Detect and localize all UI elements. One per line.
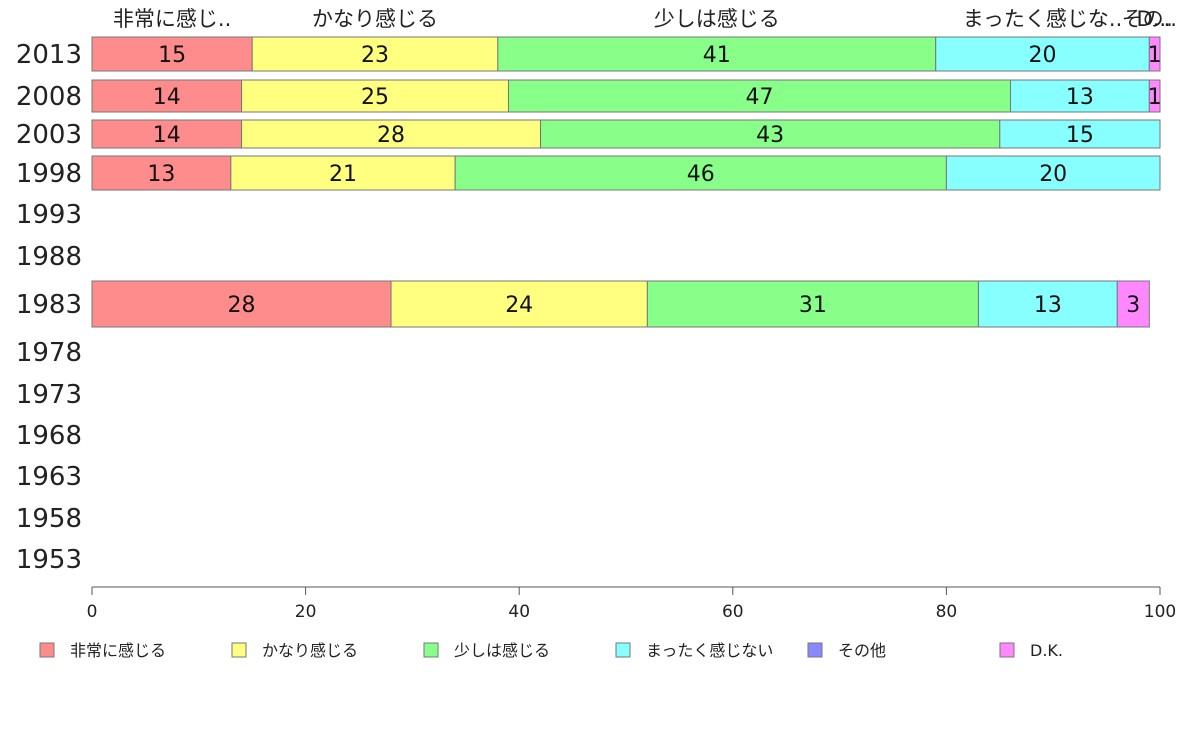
bar-segment-2013-1 xyxy=(251,36,499,72)
legend-label-2: 少しは感じる xyxy=(454,641,550,660)
bar-segment-1983-2 xyxy=(646,280,979,328)
year-label-1988: 1988 xyxy=(16,242,82,272)
bar-segment-2008-2 xyxy=(508,79,1011,113)
data-label-2008-0: 14 xyxy=(153,85,181,110)
bar-segment-2003-2 xyxy=(540,119,1001,149)
data-label-2008-3: 13 xyxy=(1066,85,1094,110)
data-label-2003-3: 15 xyxy=(1066,123,1094,148)
bar-segment-1998-2 xyxy=(454,155,947,191)
header-very-much: 非常に感じ.. xyxy=(113,7,231,31)
bar-segment-2013-2 xyxy=(497,36,937,72)
legend-label-5: D.K. xyxy=(1030,641,1063,660)
bar-segment-2013-5 xyxy=(1148,36,1161,72)
data-label-1983-3: 13 xyxy=(1034,293,1062,318)
legend-swatch-0 xyxy=(39,642,55,658)
bar-segment-1998-1 xyxy=(230,155,456,191)
x-tick-label-1: 20 xyxy=(295,602,317,622)
year-label-1963: 1963 xyxy=(16,462,82,492)
year-label-1958: 1958 xyxy=(16,504,82,534)
bar-segment-2013-0 xyxy=(91,36,253,72)
bar-segment-2008-3 xyxy=(1009,79,1150,113)
year-label-1993: 1993 xyxy=(16,200,82,230)
bar-segment-2003-1 xyxy=(241,119,542,149)
data-label-2013-1: 23 xyxy=(361,43,389,68)
year-label-2008: 2008 xyxy=(16,82,82,112)
bar-segment-1983-0 xyxy=(91,280,392,328)
x-tick-label-5: 100 xyxy=(1144,602,1176,622)
year-label-1978: 1978 xyxy=(16,338,82,368)
header-fairly: かなり感じる xyxy=(312,7,438,31)
bar-segment-1998-3 xyxy=(945,155,1161,191)
year-label-2003: 2003 xyxy=(16,120,82,150)
header-a-little: 少しは感じる xyxy=(654,7,780,31)
legend-swatch-1 xyxy=(231,642,247,658)
legend-swatch-3 xyxy=(615,642,631,658)
year-label-2013: 2013 xyxy=(16,40,82,70)
data-label-2003-1: 28 xyxy=(377,123,405,148)
data-label-2008-1: 25 xyxy=(361,85,389,110)
x-tick-label-4: 80 xyxy=(936,602,958,622)
x-tick-label-0: 0 xyxy=(87,602,98,622)
header-other: その.. xyxy=(1122,7,1177,31)
data-label-1998-0: 13 xyxy=(147,162,175,187)
bar-segment-2013-3 xyxy=(935,36,1150,72)
bar-segment-2008-5 xyxy=(1148,79,1161,113)
bar-segment-1998-0 xyxy=(91,155,232,191)
bar-segment-1983-3 xyxy=(977,280,1118,328)
legend-label-0: 非常に感じる xyxy=(70,641,166,660)
header-dk: D... xyxy=(1137,7,1173,31)
legend-swatch-5 xyxy=(999,642,1015,658)
data-label-2013-2: 41 xyxy=(703,43,731,68)
x-tick-label-3: 60 xyxy=(722,602,744,622)
year-label-1983: 1983 xyxy=(16,290,82,320)
year-label-1953: 1953 xyxy=(16,545,82,575)
data-label-2008-5: 1 xyxy=(1148,85,1162,110)
header-not-at-all: まったく感じな.. xyxy=(963,7,1123,31)
data-label-2013-3: 20 xyxy=(1029,43,1057,68)
data-label-1983-2: 31 xyxy=(799,293,827,318)
bar-segment-2003-3 xyxy=(999,119,1161,149)
legend-label-1: かなり感じる xyxy=(262,641,358,660)
year-label-1968: 1968 xyxy=(16,421,82,451)
data-label-2008-2: 47 xyxy=(746,85,774,110)
bar-segment-2008-1 xyxy=(241,79,510,113)
x-tick-label-2: 40 xyxy=(508,602,530,622)
legend-label-3: まったく感じない xyxy=(646,641,773,660)
bar-segment-1983-5 xyxy=(1116,280,1150,328)
legend-label-4: その他 xyxy=(838,641,886,660)
data-label-2013-5: 1 xyxy=(1148,43,1162,68)
bar-segment-2008-0 xyxy=(91,79,243,113)
year-label-1973: 1973 xyxy=(16,380,82,410)
data-label-2003-0: 14 xyxy=(153,123,181,148)
data-label-1983-5: 3 xyxy=(1126,293,1140,318)
year-label-1998: 1998 xyxy=(16,159,82,189)
legend-swatch-4 xyxy=(807,642,823,658)
data-label-1983-1: 24 xyxy=(505,293,533,318)
legend-swatch-2 xyxy=(423,642,439,658)
data-label-1998-3: 20 xyxy=(1039,162,1067,187)
data-label-1998-1: 21 xyxy=(329,162,357,187)
data-label-1983-0: 28 xyxy=(228,293,256,318)
data-label-2013-0: 15 xyxy=(158,43,186,68)
data-label-2003-2: 43 xyxy=(756,123,784,148)
bar-segment-2003-0 xyxy=(91,119,243,149)
data-label-1998-2: 46 xyxy=(687,162,715,187)
